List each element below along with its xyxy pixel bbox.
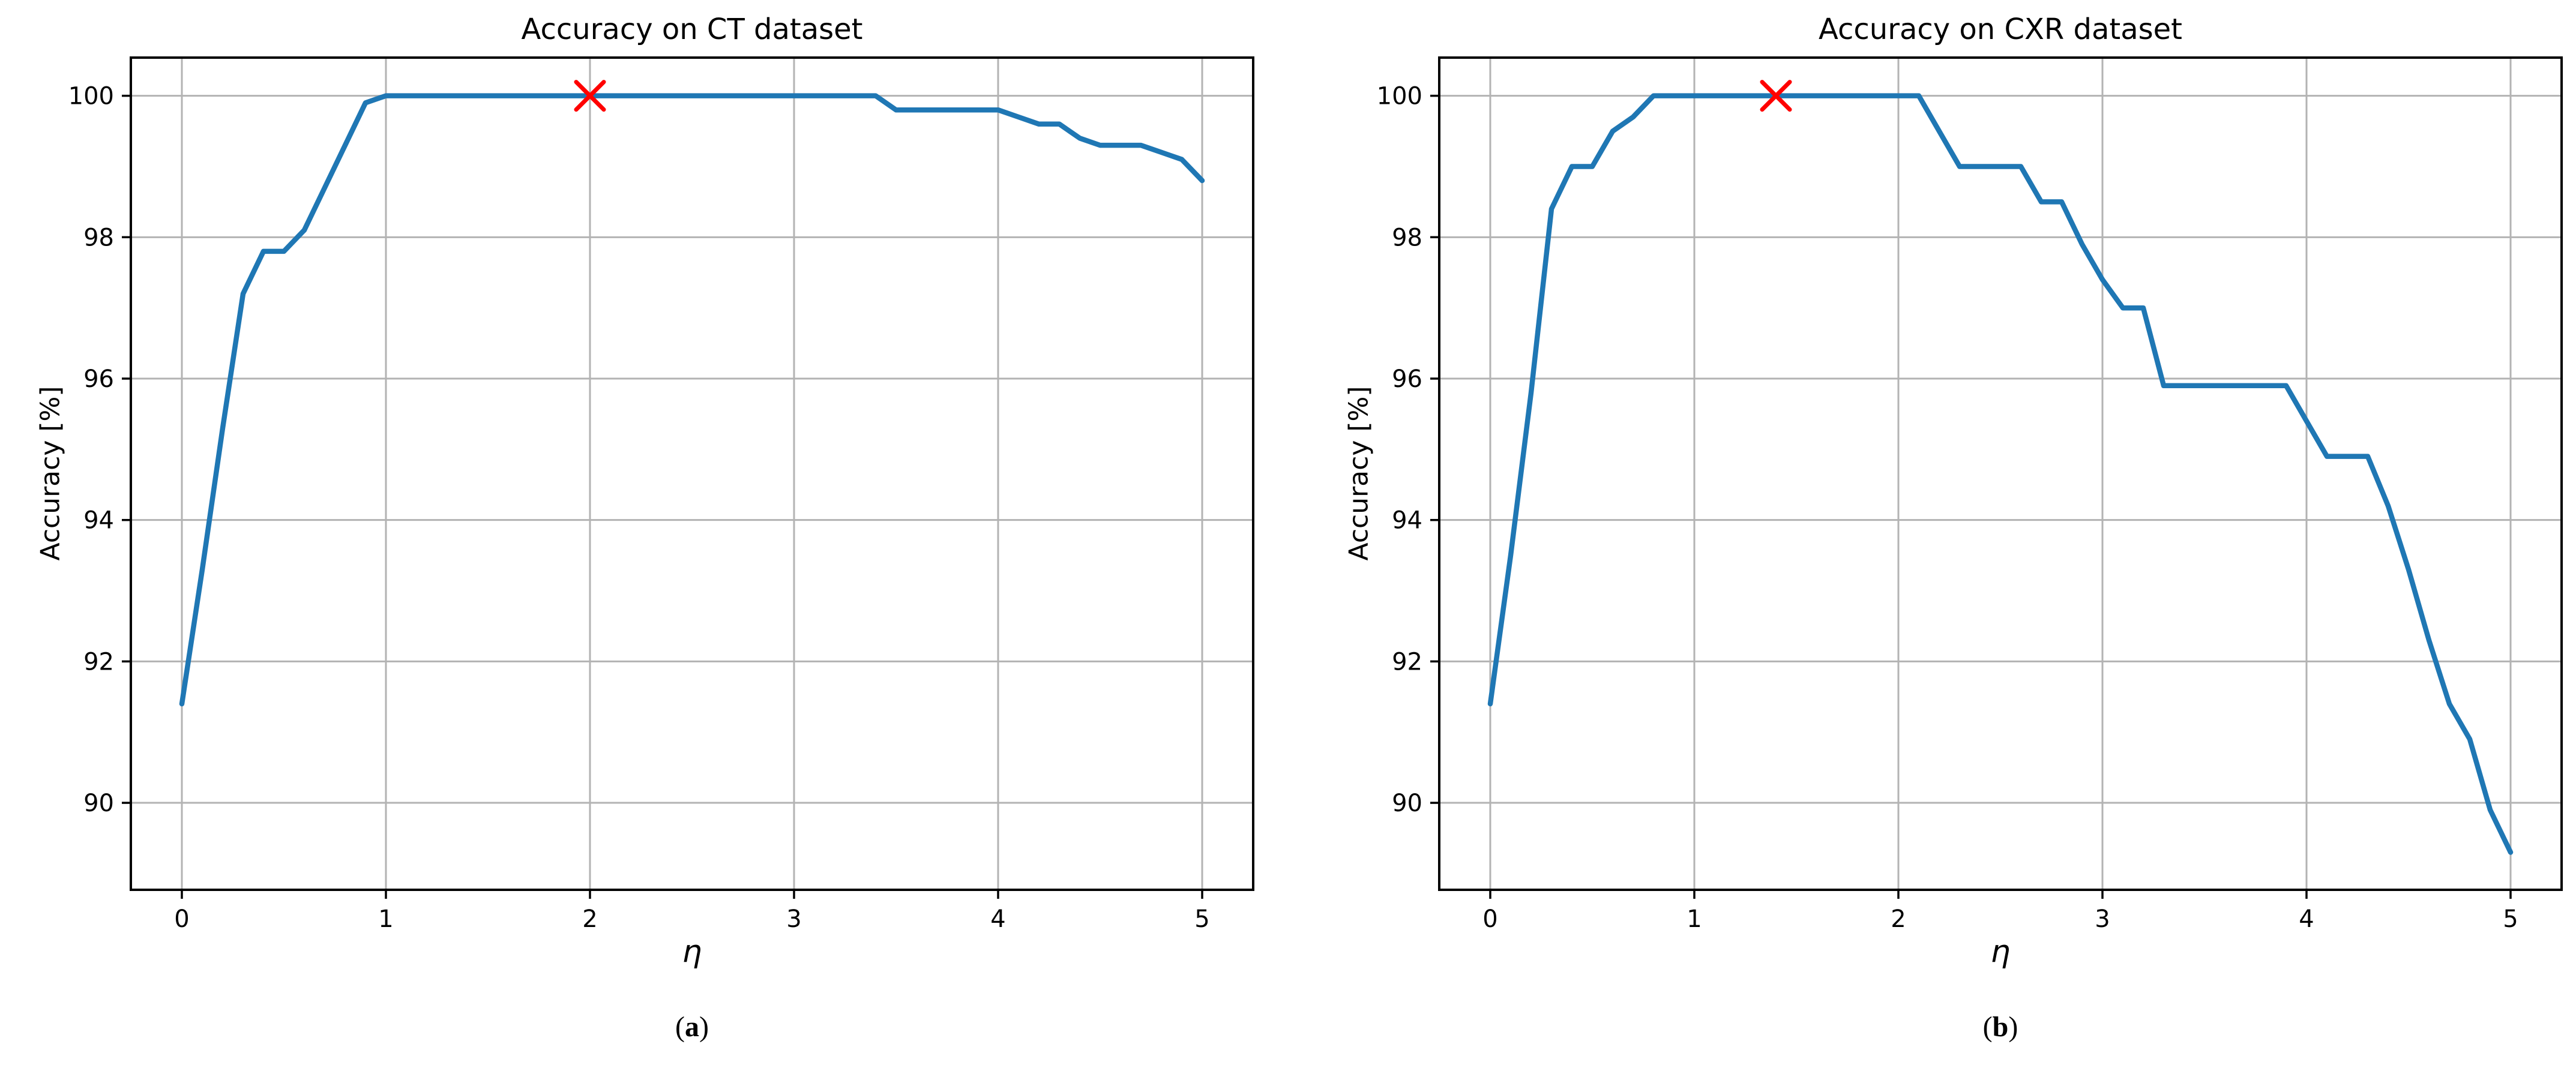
- x-tick-label: 3: [786, 905, 801, 933]
- gridlines: [1439, 58, 2562, 890]
- caption-b-open-paren: (: [1982, 1011, 1993, 1043]
- caption-a-close-paren: ): [699, 1011, 709, 1043]
- caption-a-open-paren: (: [675, 1011, 685, 1043]
- best-eta-x-marker: [574, 80, 606, 112]
- x-tick-label: 3: [2095, 905, 2110, 933]
- accuracy-line: [179, 93, 1205, 707]
- y-tick-label: 98: [83, 224, 114, 251]
- chart-b-caption: (b): [1439, 1010, 2562, 1043]
- accuracy-line: [1487, 93, 2514, 855]
- x-tick-label: 1: [1687, 905, 1702, 933]
- x-tick-label: 4: [990, 905, 1005, 933]
- x-axis-ticks: 0 1 2 3 4 5: [1482, 890, 2518, 933]
- axes-box: [130, 56, 1254, 891]
- chart-a-y-axis-label: Accuracy [%]: [35, 386, 66, 561]
- x-tick-label: 1: [378, 905, 393, 933]
- x-tick-label: 5: [2503, 905, 2518, 933]
- chart-b-x-axis-label: η: [1990, 934, 2011, 970]
- chart-a-x-axis-label: η: [682, 934, 702, 970]
- chart-a-plot-area: 0 1 2 3 4 5 90 92 94 96 98 100: [68, 56, 1254, 933]
- chart-b-plot-area: 0 1 2 3 4 5 90 92 94 96 98 100: [1377, 56, 2563, 933]
- y-tick-label: 96: [83, 365, 114, 393]
- y-tick-label: 96: [1392, 365, 1422, 393]
- gridlines: [131, 58, 1253, 890]
- y-axis-ticks: 90 92 94 96 98 100: [1377, 83, 1439, 817]
- y-tick-label: 92: [83, 648, 114, 676]
- chart-b-y-axis-label: Accuracy [%]: [1343, 386, 1374, 561]
- y-tick-label: 100: [68, 83, 114, 110]
- chart-a-title: Accuracy on CT dataset: [521, 13, 863, 46]
- y-tick-label: 90: [83, 790, 114, 817]
- caption-a-letter: a: [685, 1011, 699, 1043]
- x-tick-label: 2: [1891, 905, 1906, 933]
- x-tick-label: 5: [1194, 905, 1209, 933]
- chart-a-caption: (a): [131, 1010, 1253, 1043]
- y-tick-label: 90: [1392, 790, 1422, 817]
- y-tick-label: 100: [1377, 83, 1422, 110]
- x-tick-label: 0: [1482, 905, 1497, 933]
- best-eta-x-marker: [1760, 80, 1792, 112]
- chart-b-title: Accuracy on CXR dataset: [1819, 13, 2182, 46]
- x-tick-label: 4: [2299, 905, 2314, 933]
- y-tick-label: 92: [1392, 648, 1422, 676]
- x-axis-ticks: 0 1 2 3 4 5: [174, 890, 1210, 933]
- x-tick-label: 2: [582, 905, 597, 933]
- y-tick-label: 94: [1392, 507, 1422, 535]
- caption-b-letter: b: [1992, 1011, 2009, 1043]
- x-tick-label: 0: [174, 905, 189, 933]
- y-tick-label: 98: [1392, 224, 1422, 251]
- caption-b-close-paren: ): [2008, 1011, 2018, 1043]
- y-axis-ticks: 90 92 94 96 98 100: [68, 83, 131, 817]
- axes-box: [1438, 56, 2563, 891]
- y-tick-label: 94: [83, 507, 114, 535]
